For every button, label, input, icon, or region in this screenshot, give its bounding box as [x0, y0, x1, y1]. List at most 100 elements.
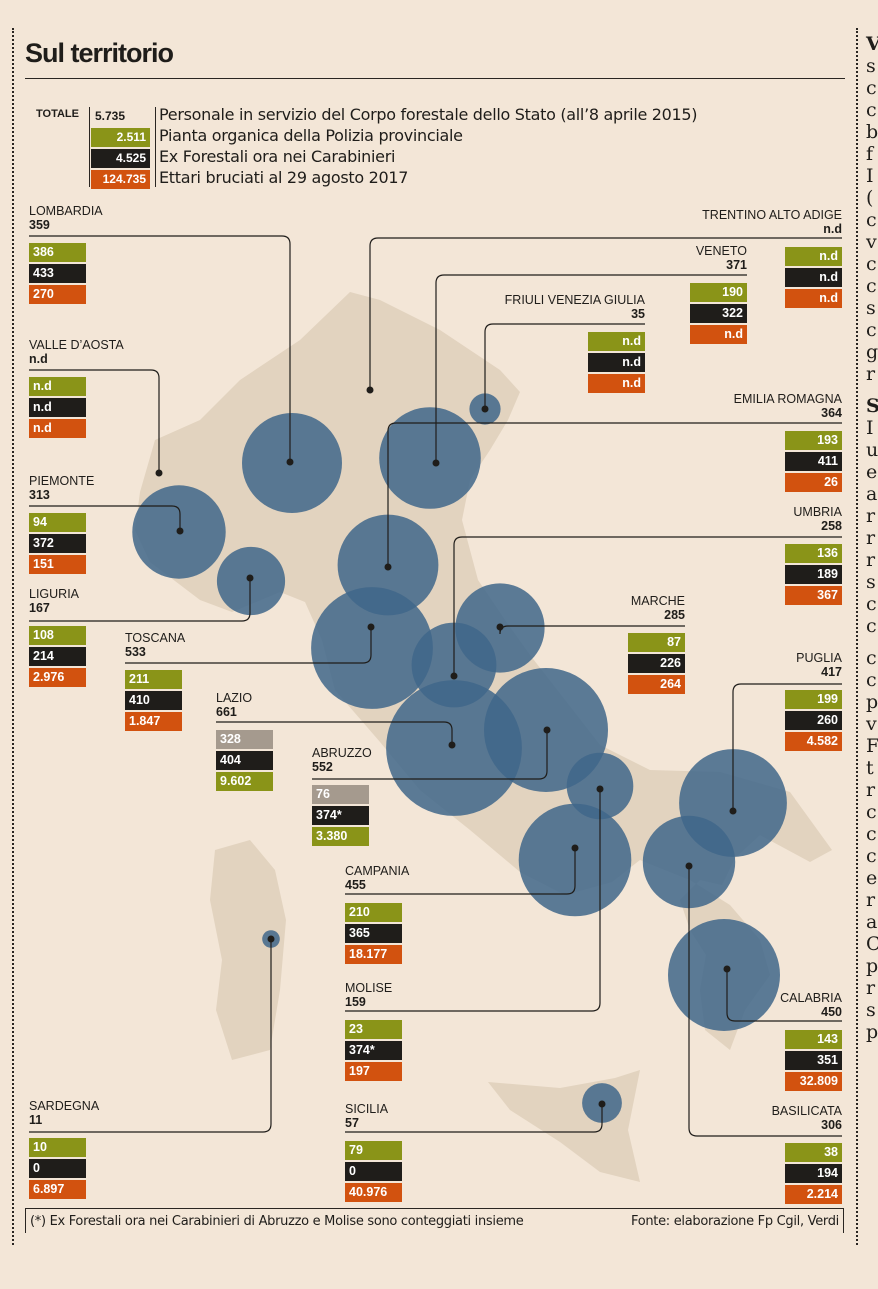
region-sardegna: SARDEGNA 11 10 0 6.897: [29, 1099, 99, 1201]
legend-label: Pianta organica della Polizia provincial…: [159, 126, 463, 145]
leader-line-friuli-venezia-giulia: [484, 323, 645, 409]
region-value-gray: 76: [312, 785, 369, 804]
leader-dot-umbria: [450, 672, 458, 680]
region-value-black: n.d: [785, 268, 842, 287]
region-calabria: CALABRIA 450 143 351 32.809: [780, 991, 842, 1093]
leader-line-basilicata: [688, 866, 842, 1137]
leader-dot-puglia: [729, 807, 737, 815]
spacer: [29, 1127, 99, 1138]
leader-line-sardegna: [29, 939, 272, 1133]
region-value-green: 136: [785, 544, 842, 563]
leader-dot-toscana: [367, 623, 375, 631]
article-fragment: s: [866, 55, 876, 77]
leader-dot-sicilia: [598, 1100, 606, 1108]
leader-line-lazio: [216, 721, 453, 745]
region-value-black: 0: [345, 1162, 402, 1181]
region-value-green: 79: [345, 1141, 402, 1160]
spacer: [29, 366, 124, 377]
region-value-black: n.d: [29, 398, 86, 417]
region-value-orange: n.d: [29, 419, 86, 438]
region-value-black: 194: [785, 1164, 842, 1183]
region-value-orange: 270: [29, 285, 86, 304]
region-value-orange: 32.809: [785, 1072, 842, 1091]
region-value-black: 351: [785, 1051, 842, 1070]
region-basilicata: BASILICATA 306 38 194 2.214: [772, 1104, 842, 1206]
region-total: 167: [29, 601, 50, 615]
legend-value-green: 2.511: [91, 128, 150, 147]
article-fragment: v: [866, 713, 877, 735]
region-liguria: LIGURIA 167 108 214 2.976: [29, 587, 86, 689]
article-fragment: F: [866, 735, 878, 757]
region-value-green: 386: [29, 243, 86, 262]
leader-dot-emilia-romagna: [384, 563, 392, 571]
region-value-gray: 328: [216, 730, 273, 749]
leader-dot-liguria: [246, 574, 254, 582]
leader-line-sicilia: [345, 1104, 603, 1133]
leader-line-calabria: [726, 969, 842, 1022]
leader-dot-abruzzo: [543, 726, 551, 734]
leader-line-umbria: [453, 536, 842, 676]
leader-line-molise: [345, 789, 601, 1012]
region-value-green: 3.380: [312, 827, 369, 846]
article-fragment: e: [866, 461, 878, 483]
region-name: MARCHE: [630, 594, 685, 608]
region-total: n.d: [823, 222, 842, 236]
region-total: 359: [29, 218, 50, 232]
article-fragment: r: [866, 889, 876, 911]
region-value-black: 374*: [312, 806, 369, 825]
legend-label: Ex Forestali ora nei Carabinieri: [159, 147, 396, 166]
region-name: CAMPANIA: [345, 864, 410, 878]
bubble-calabria: [668, 919, 780, 1031]
region-lazio: LAZIO 661 328 404 9.602: [216, 691, 273, 793]
article-fragment: e: [866, 867, 878, 889]
article-fragment: s: [866, 571, 876, 593]
article-fragment: c: [866, 823, 877, 845]
region-lombardia: LOMBARDIA 359 386 433 270: [29, 204, 103, 306]
leader-dot-veneto: [432, 459, 440, 467]
article-fragment: (: [866, 187, 874, 209]
region-value-green: 199: [785, 690, 842, 709]
article-fragment: t: [866, 757, 874, 779]
leader-line-toscana: [125, 627, 372, 664]
article-fragment: p: [866, 1021, 878, 1043]
region-piemonte: PIEMONTE 313 94 372 151: [29, 474, 94, 576]
region-trentino-alto-adige: TRENTINO ALTO ADIGE n.d n.d n.d n.d: [702, 208, 842, 310]
region-puglia: PUGLIA 417 199 260 4.582: [785, 651, 842, 753]
region-name: CALABRIA: [780, 991, 842, 1005]
region-value-green: 143: [785, 1030, 842, 1049]
region-value-orange: 26: [785, 473, 842, 492]
legend-label: Personale in servizio del Corpo forestal…: [159, 105, 698, 124]
region-valle-d-aosta: VALLE D’AOSTA n.d n.d n.d n.d: [29, 338, 124, 440]
legend-value-plain: 5.735: [95, 109, 126, 123]
article-fragment: g: [866, 341, 878, 363]
region-abruzzo: ABRUZZO 552 76 374* 3.380: [312, 746, 372, 848]
article-fragment: c: [866, 209, 877, 231]
region-value-orange: 1.847: [125, 712, 182, 731]
leader-line-campania: [345, 848, 576, 895]
leader-dot-marche: [496, 623, 504, 631]
article-fragment: c: [866, 593, 877, 615]
article-fragment: p: [866, 691, 878, 713]
article-fragment: s: [866, 297, 876, 319]
page-title: Sul territorio: [25, 38, 174, 68]
region-value-black: 226: [628, 654, 685, 673]
region-value-black: 410: [125, 691, 182, 710]
region-value-orange: 6.897: [29, 1180, 86, 1199]
region-umbria: UMBRIA 258 136 189 367: [785, 505, 842, 607]
spacer: [29, 502, 94, 513]
region-total: 533: [125, 645, 146, 659]
article-fragment: c: [866, 669, 877, 691]
article-fragment: c: [866, 99, 877, 121]
region-value-green: 87: [628, 633, 685, 652]
region-name: BASILICATA: [771, 1104, 842, 1118]
legend-label: Ettari bruciati al 29 agosto 2017: [159, 168, 409, 187]
article-fragment: r: [866, 505, 876, 527]
spacer: [29, 232, 103, 243]
article-fragment: r: [866, 527, 876, 549]
spacer: [345, 1130, 402, 1141]
article-fragment: f: [866, 143, 874, 165]
spacer: [216, 719, 273, 730]
region-value-orange: 2.976: [29, 668, 86, 687]
region-value-black: 404: [216, 751, 273, 770]
spacer: [772, 1132, 842, 1143]
